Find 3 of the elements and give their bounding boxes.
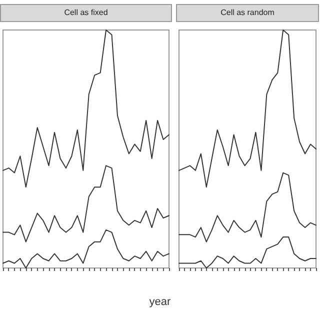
chart-title: Cell as random — [176, 4, 319, 22]
x-axis-title: year — [148, 296, 172, 308]
chart-title: Cell as fixed — [0, 4, 172, 22]
